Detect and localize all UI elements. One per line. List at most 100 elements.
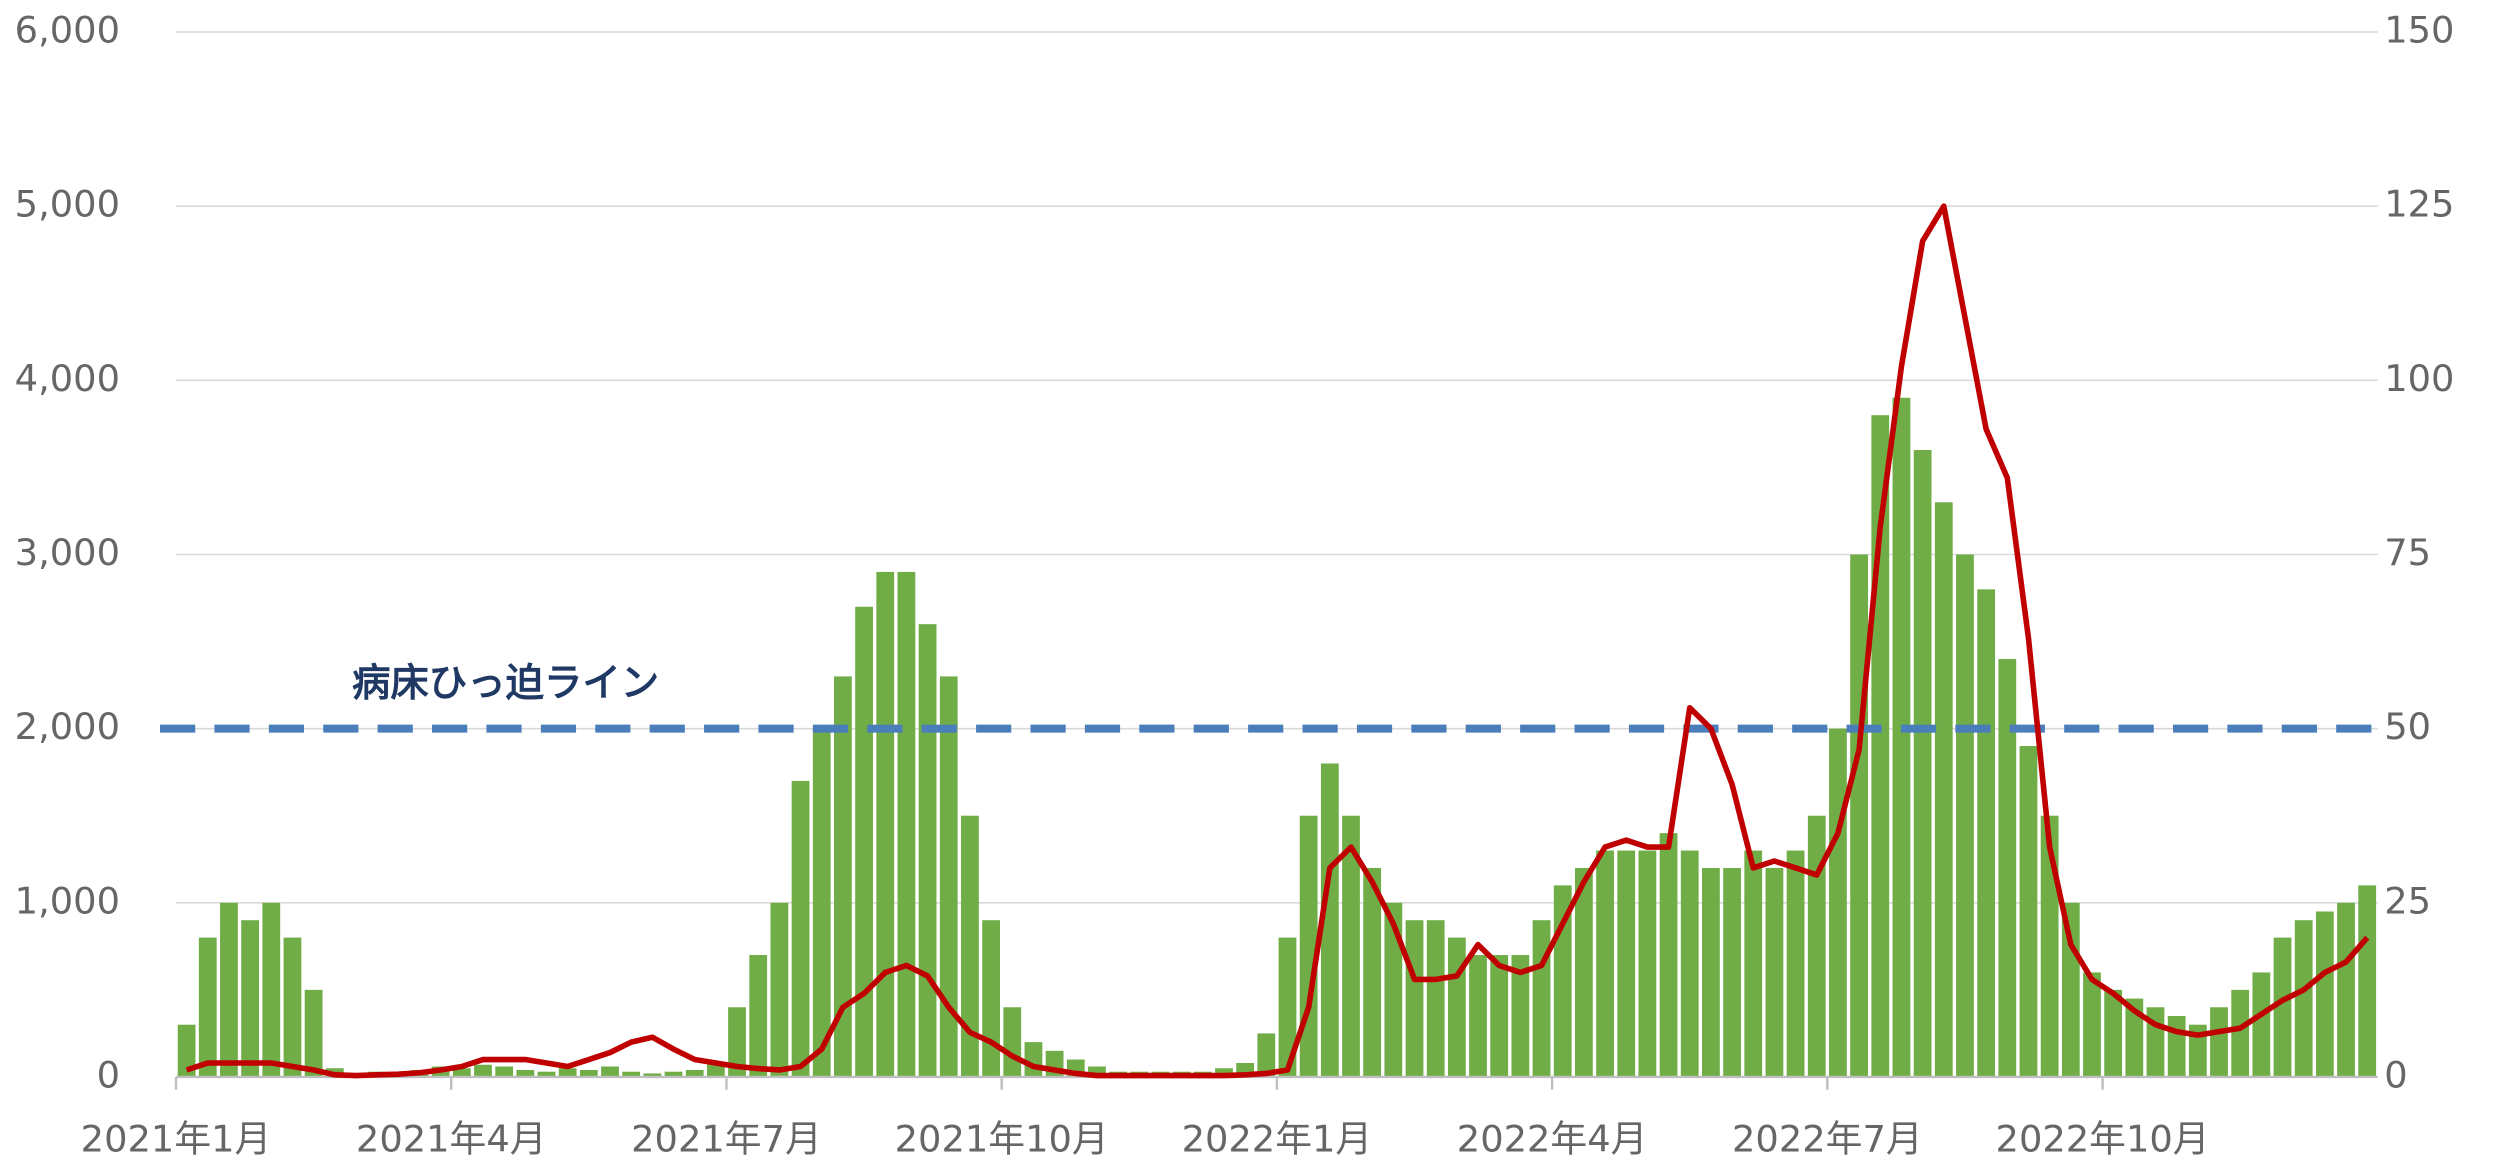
y-tick-label: 1,000 bbox=[15, 879, 120, 922]
bar bbox=[2210, 1007, 2228, 1077]
bar bbox=[474, 1064, 492, 1077]
bar bbox=[1807, 815, 1826, 1077]
x-tick-label: 2022年7月 bbox=[1732, 1117, 1923, 1160]
bar bbox=[1723, 867, 1741, 1077]
bar bbox=[1998, 658, 2017, 1077]
bar bbox=[1850, 554, 1868, 1077]
bar bbox=[1574, 867, 1593, 1077]
bar bbox=[452, 1068, 471, 1077]
bar bbox=[304, 989, 323, 1077]
bar bbox=[558, 1068, 577, 1077]
bar bbox=[1786, 850, 1805, 1077]
bar bbox=[516, 1069, 535, 1077]
bar bbox=[2104, 989, 2123, 1077]
bar bbox=[728, 1007, 746, 1077]
y2-tick-label: 50 bbox=[2384, 705, 2431, 748]
bar bbox=[1956, 554, 1974, 1077]
bar bbox=[1511, 955, 1530, 1077]
y2-tick-label: 150 bbox=[2384, 9, 2454, 52]
bar bbox=[1405, 920, 1424, 1077]
y-tick-label: 3,000 bbox=[15, 531, 120, 574]
bar bbox=[622, 1071, 641, 1077]
bar bbox=[1342, 815, 1360, 1077]
x-tick-label: 2022年10月 bbox=[1996, 1117, 2210, 1160]
x-tick-label: 2021年1月 bbox=[81, 1117, 272, 1160]
bar bbox=[262, 902, 281, 1077]
y2-tick-label: 75 bbox=[2384, 531, 2431, 574]
y-tick-label: 2,000 bbox=[15, 705, 120, 748]
bar bbox=[177, 1024, 196, 1077]
bar bbox=[1977, 589, 1996, 1077]
bar bbox=[283, 937, 302, 1077]
bar bbox=[1680, 850, 1699, 1077]
bar bbox=[770, 902, 789, 1077]
bar bbox=[1469, 955, 1487, 1077]
bar bbox=[2040, 815, 2059, 1077]
y2-tick-label: 125 bbox=[2384, 183, 2454, 226]
bar bbox=[855, 606, 873, 1077]
reference-label: 病床ひっ迫ライン bbox=[352, 661, 659, 706]
bar bbox=[1320, 763, 1339, 1077]
bar bbox=[939, 676, 958, 1077]
bar bbox=[2231, 989, 2250, 1077]
bar bbox=[685, 1069, 704, 1077]
bar bbox=[961, 815, 979, 1077]
bar bbox=[1744, 850, 1763, 1077]
bar bbox=[2167, 1015, 2186, 1077]
bar bbox=[1913, 450, 1932, 1077]
bar bbox=[643, 1073, 662, 1077]
y2-tick-label: 100 bbox=[2384, 357, 2454, 400]
bar bbox=[1659, 833, 1678, 1077]
bar bbox=[1892, 397, 1911, 1077]
bar bbox=[897, 571, 916, 1077]
y2-tick-label: 25 bbox=[2384, 879, 2431, 922]
bar bbox=[1447, 937, 1466, 1077]
bar bbox=[834, 676, 852, 1077]
bar bbox=[982, 920, 1000, 1077]
bar bbox=[1532, 920, 1551, 1077]
bar bbox=[1617, 850, 1636, 1077]
bar bbox=[2273, 937, 2292, 1077]
bar bbox=[918, 624, 937, 1077]
bar bbox=[2061, 902, 2080, 1077]
bar bbox=[1934, 502, 1953, 1077]
bar bbox=[1024, 1042, 1043, 1077]
y2-tick-label: 0 bbox=[2384, 1053, 2407, 1096]
bar bbox=[1003, 1007, 1022, 1077]
bar bbox=[537, 1071, 556, 1077]
bar bbox=[1257, 1033, 1276, 1077]
y-tick-label: 0 bbox=[97, 1053, 120, 1096]
line bbox=[185, 203, 2370, 1079]
bar bbox=[2294, 920, 2313, 1077]
bar bbox=[2125, 998, 2144, 1077]
bar bbox=[1088, 1066, 1106, 1077]
x-tick-label: 2022年1月 bbox=[1182, 1117, 1373, 1160]
bar bbox=[791, 780, 810, 1077]
bar bbox=[1702, 867, 1720, 1077]
x-tick-label: 2022年4月 bbox=[1457, 1117, 1648, 1160]
x-tick-label: 2021年10月 bbox=[895, 1117, 1109, 1160]
bar bbox=[1490, 955, 1509, 1077]
y-tick-label: 6,000 bbox=[15, 9, 120, 52]
bar bbox=[241, 920, 260, 1077]
bar bbox=[1638, 850, 1657, 1077]
bar bbox=[1363, 867, 1382, 1077]
bar bbox=[1299, 815, 1318, 1077]
bar bbox=[2019, 746, 2038, 1077]
bar bbox=[579, 1069, 598, 1077]
bar bbox=[2083, 972, 2101, 1077]
bar bbox=[2315, 911, 2334, 1077]
bar bbox=[1426, 920, 1445, 1077]
y-tick-label: 5,000 bbox=[15, 183, 120, 226]
x-tick-label: 2021年7月 bbox=[631, 1117, 822, 1160]
bar bbox=[749, 955, 768, 1077]
x-tick-label: 2021年4月 bbox=[356, 1117, 547, 1160]
bar bbox=[495, 1066, 514, 1077]
bar bbox=[664, 1071, 683, 1077]
bar bbox=[1278, 937, 1297, 1077]
bar bbox=[2337, 902, 2355, 1077]
bar bbox=[1215, 1068, 1233, 1077]
bar bbox=[198, 937, 217, 1077]
